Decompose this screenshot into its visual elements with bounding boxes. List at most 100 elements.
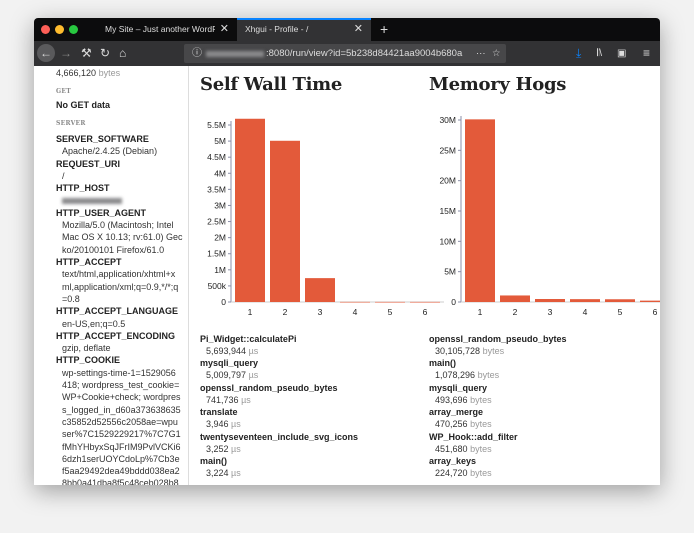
close-window-button[interactable] [41,25,50,34]
y-tick-label: 1M [214,265,226,275]
bar [375,301,405,303]
function-value: 5,693,944 µs [200,346,296,356]
y-tick-label: 25M [439,145,456,155]
get-empty-message: No GET data [56,100,111,110]
download-icon[interactable]: ⤓ [576,46,582,60]
sidebar-icon[interactable]: ▣ [617,48,627,59]
y-tick-label: 3.5M [207,184,226,194]
function-name[interactable]: openssl_random_pseudo_bytes [429,334,567,344]
metric-unit: bytes [470,468,492,478]
metric-number: 3,224 [206,468,229,478]
x-tick-label: 3 [548,307,553,317]
get-heading: GET [56,88,72,95]
function-list-item: array_merge 470,256 bytes [429,407,492,429]
tab-my-site[interactable]: My Site – Just another WordPress s ✕ [97,18,237,41]
url-text: :8080/run/view?id=5b238d84421aa9004b680a [266,48,463,59]
forward-icon[interactable]: → [60,46,72,60]
tab-label: Xhgui - Profile - / [245,24,309,34]
metric-number: 451,680 [435,443,468,454]
function-name[interactable]: mysqli_query [200,358,259,369]
server-key: HTTP_ACCEPT_ENCODING [56,330,176,341]
close-tab-icon[interactable]: ✕ [219,23,229,35]
server-value: ml,application/xml;q=0.9,*/*;q [62,281,179,292]
maximize-window-button[interactable] [69,25,78,34]
x-tick-label: 5 [388,307,393,317]
memory-chart: 0 5M 10M 15M 20M 25M 30M 1 2 3 4 5 6 [439,115,660,317]
library-icon[interactable]: 𝄃\ [597,48,603,59]
y-tick-label: 4.5M [207,152,226,162]
x-tick-label: 4 [353,307,358,317]
reload-icon[interactable]: ↻ [100,46,111,60]
function-list-item: array_keys 224,720 bytes [429,456,492,478]
y-tick-label: 0 [451,297,456,307]
server-key: HTTP_ACCEPT [56,257,122,267]
metric-number: 30,105,728 [435,346,481,356]
function-name[interactable]: array_merge [429,407,484,418]
wrench-icon[interactable]: ⚒ [81,46,92,60]
bar [500,295,530,302]
server-value: c35852d52556c2058ae=wpu [62,416,178,427]
blurred-host [206,51,264,57]
bar [305,278,335,302]
minimize-window-button[interactable] [55,25,64,34]
metric-unit: µs [248,370,259,381]
function-name[interactable]: openssl_random_pseudo_bytes [200,382,338,393]
x-tick-label: 1 [248,307,253,317]
function-name[interactable]: array_keys [429,456,477,466]
tab-label: My Site – Just another WordPress s [105,24,215,34]
function-name[interactable]: Pi_Widget::calculatePi [200,334,297,344]
metric-unit: bytes [470,394,492,405]
tab-xhgui-profile[interactable]: Xhgui - Profile - / ✕ [237,18,371,41]
function-name[interactable]: main() [200,456,227,466]
metric-number: 5,009,797 [206,370,247,381]
metric-number: 224,720 [435,468,468,478]
bar [640,300,660,302]
server-value: Mozilla/5.0 (Macintosh; Intel [62,220,174,231]
tab-bar: My Site – Just another WordPress s ✕ Xhg… [34,18,660,41]
function-name[interactable]: mysqli_query [429,382,488,393]
metric-unit: µs [231,443,241,454]
star-icon[interactable]: ☆ [492,48,501,59]
back-icon[interactable]: ← [37,44,55,62]
y-tick-label: 5.5M [207,120,226,130]
metric-unit: bytes [470,419,492,430]
close-tab-icon[interactable]: ✕ [353,23,363,35]
y-tick-label: 4M [214,168,226,178]
x-tick-label: 2 [513,307,518,317]
memory-unit: bytes [98,68,121,78]
url-bar[interactable]: ⓘ :8080/run/view?id=5b238d84421aa9004b68… [184,44,506,63]
function-list-item: mysqli_query 493,696 bytes [429,383,492,405]
function-list-item: twentyseventeen_include_svg_icons 3,252 µ… [200,432,358,454]
y-tick-label: 2M [214,233,226,243]
server-value: =0.8 [62,293,80,304]
server-value: / [62,170,65,181]
x-tick-label: 4 [583,307,588,317]
request-details-sidebar: 4,666,120 bytes GET No GET data SERVER SERVE… [34,66,189,485]
wall-time-chart: 0 500k 1M 1.5M 2M 2.5M 3M 3.5M 4M 4.5M 5M 5.5M 1 2 3 4 5… [207,118,444,317]
menu-icon[interactable]: ≡ [643,46,651,60]
more-icon[interactable]: ··· [476,48,486,59]
server-value: text/html,application/xhtml+x [62,269,176,280]
function-name[interactable]: main() [429,358,456,369]
server-value: s_logged_in_d60a373638635 [62,404,181,415]
function-name[interactable]: twentyseventeen_include_svg_icons [200,431,359,442]
x-tick-label: 3 [318,307,323,317]
bar [465,119,495,302]
function-list-item: translate 3,946 µs [200,407,241,429]
y-tick-label: 2.5M [207,217,226,227]
function-value: 3,946 µs [200,419,241,429]
bar [340,301,370,303]
bar [235,118,265,302]
chart-title-memory: Memory Hogs [429,74,567,95]
server-key: SERVER_SOFTWARE [56,134,149,144]
y-tick-label: 15M [439,206,456,216]
y-tick-label: 20M [439,176,456,186]
home-icon[interactable]: ⌂ [119,46,127,60]
function-name[interactable]: WP_Hook::add_filter [429,431,518,442]
server-value: ko/20100101 Firefox/61.0 [62,244,165,255]
new-tab-button[interactable]: + [380,21,389,37]
function-name[interactable]: translate [200,407,238,418]
info-icon[interactable]: ⓘ [192,48,202,59]
function-value: 1,078,296 bytes [429,370,499,380]
metric-number: 3,946 [206,419,229,430]
